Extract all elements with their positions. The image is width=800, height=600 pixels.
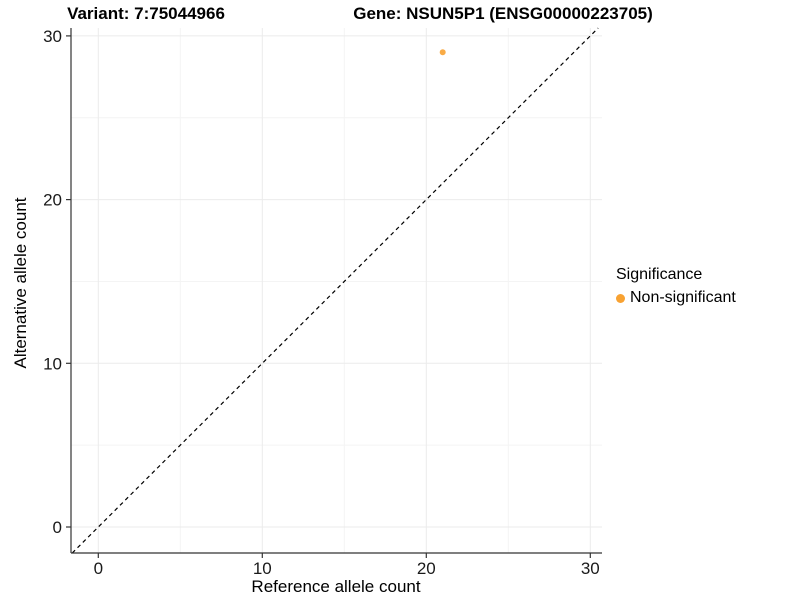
gene-title: Gene: NSUN5P1 (ENSG00000223705): [353, 4, 653, 23]
legend-entry: Non-significant: [616, 289, 736, 307]
legend: Significance Non-significant: [616, 266, 736, 307]
y-tick-label: 20: [43, 191, 62, 210]
x-tick-label: 20: [417, 559, 436, 578]
legend-entry-label: Non-significant: [630, 289, 736, 306]
x-tick-label: 0: [94, 559, 103, 578]
x-tick-label: 30: [581, 559, 600, 578]
identity-line: [71, 27, 599, 554]
y-tick-label: 30: [43, 27, 62, 46]
data-point: [439, 49, 446, 56]
x-axis-title: Reference allele count: [251, 577, 421, 596]
legend-title: Significance: [616, 266, 703, 283]
legend-point-icon: [616, 293, 625, 303]
x-tick-label: 10: [253, 559, 272, 578]
y-tick-label: 10: [43, 354, 62, 373]
y-tick-label: 0: [53, 518, 62, 537]
variant-title: Variant: 7:75044966: [67, 4, 225, 23]
y-axis-title: Alternative allele count: [11, 197, 30, 369]
